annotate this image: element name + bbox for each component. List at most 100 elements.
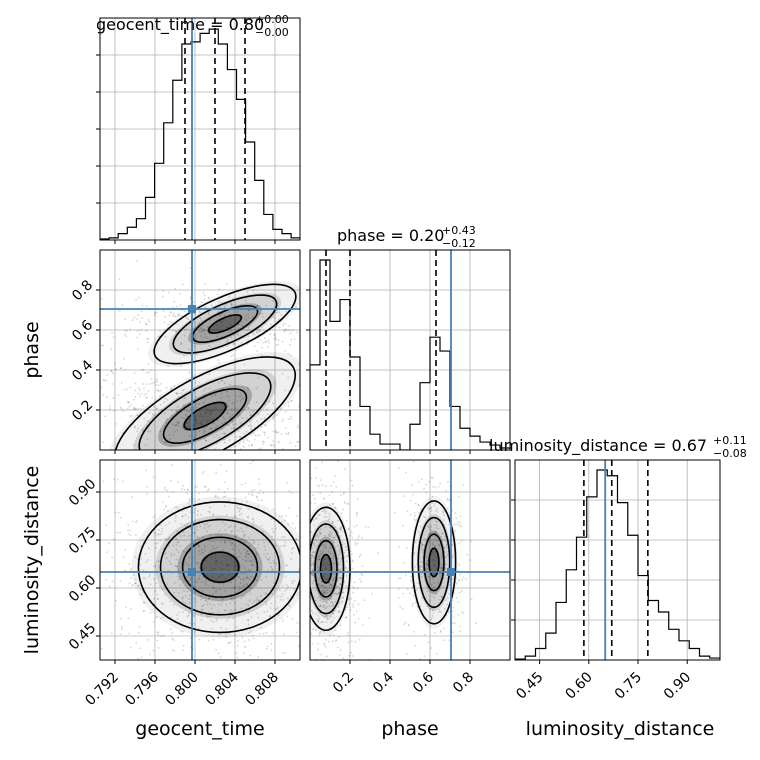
sample-point — [178, 611, 181, 614]
sample-point — [172, 423, 174, 426]
y-axis-label-luminosity-distance: luminosity_distance — [21, 466, 43, 655]
sample-point — [227, 412, 230, 415]
sample-point — [313, 538, 316, 541]
histogram-step — [515, 469, 720, 660]
sample-point — [267, 559, 270, 561]
sample-point — [136, 348, 139, 351]
sample-point — [300, 636, 302, 638]
sample-point — [427, 575, 430, 578]
sample-point — [226, 338, 229, 341]
sample-point — [328, 590, 331, 592]
sample-point — [445, 599, 448, 601]
sample-point — [239, 435, 241, 438]
sample-point — [170, 445, 173, 448]
sample-point — [336, 529, 339, 532]
sample-point — [165, 524, 168, 527]
sample-point — [330, 584, 333, 586]
sample-point — [332, 584, 335, 587]
sample-point — [163, 593, 166, 596]
sample-point — [316, 555, 319, 558]
sample-point — [433, 554, 436, 557]
sample-point — [376, 552, 379, 555]
sample-point — [162, 634, 165, 637]
sample-point — [343, 500, 346, 503]
sample-point — [437, 527, 440, 530]
sample-point — [223, 438, 225, 441]
sample-point — [307, 467, 309, 469]
sample-point — [173, 650, 175, 652]
sample-point — [326, 618, 329, 620]
sample-point — [250, 428, 253, 430]
sample-point — [246, 577, 248, 579]
sample-point — [202, 292, 205, 294]
sample-point — [231, 529, 233, 532]
sample-point — [110, 632, 113, 635]
sample-point — [160, 635, 163, 638]
sample-point — [149, 583, 152, 586]
sample-point — [335, 485, 338, 488]
sample-point — [184, 595, 187, 597]
sample-point — [308, 657, 310, 659]
sample-point — [194, 396, 197, 398]
sample-point — [264, 548, 267, 551]
sample-point — [317, 536, 320, 538]
sample-point — [319, 604, 321, 607]
sample-point — [213, 436, 216, 438]
density-contour — [428, 547, 440, 578]
sample-point — [167, 323, 170, 326]
sample-point — [209, 615, 212, 618]
sample-point — [332, 539, 334, 542]
sample-point — [267, 339, 270, 342]
sample-point — [145, 383, 148, 386]
sample-point — [124, 318, 126, 321]
sample-point — [217, 603, 220, 605]
sample-point — [132, 584, 135, 586]
sample-point — [326, 614, 329, 617]
sample-point — [265, 575, 267, 578]
sample-point — [198, 430, 201, 433]
sample-point — [183, 488, 186, 491]
sample-point — [254, 434, 257, 437]
sample-point — [227, 499, 230, 502]
sample-point — [435, 556, 438, 558]
sample-point — [255, 661, 257, 663]
sample-point — [206, 530, 209, 533]
sample-point — [310, 554, 313, 557]
sample-point — [143, 387, 145, 390]
sample-point — [180, 392, 183, 394]
sample-point — [266, 610, 269, 612]
sample-point — [420, 576, 423, 578]
sample-point — [100, 297, 103, 300]
sample-point — [193, 630, 196, 633]
sample-point — [73, 382, 75, 384]
sample-point — [272, 415, 275, 418]
sample-point — [338, 551, 341, 554]
sample-point — [319, 479, 322, 482]
sample-point — [275, 431, 278, 434]
sample-point — [225, 470, 228, 473]
sample-point — [338, 577, 341, 579]
sample-point — [141, 539, 144, 542]
sample-point — [188, 535, 190, 537]
sample-point — [307, 578, 309, 580]
sample-point — [326, 561, 329, 563]
sample-point — [145, 560, 148, 563]
sample-point — [133, 444, 136, 446]
sample-point — [348, 602, 351, 605]
sample-point — [152, 649, 155, 652]
sample-point — [215, 452, 217, 454]
sample-point — [455, 517, 458, 519]
sample-point — [210, 429, 213, 432]
sample-point — [284, 541, 286, 544]
sample-point — [133, 406, 136, 409]
sample-point — [346, 502, 349, 505]
density-shade — [177, 533, 263, 602]
sample-point — [334, 629, 337, 632]
sample-point — [183, 388, 185, 391]
sample-point — [204, 599, 207, 602]
sample-point — [250, 420, 253, 423]
sample-point — [224, 523, 227, 526]
sample-point — [207, 639, 210, 642]
sample-point — [204, 283, 207, 286]
